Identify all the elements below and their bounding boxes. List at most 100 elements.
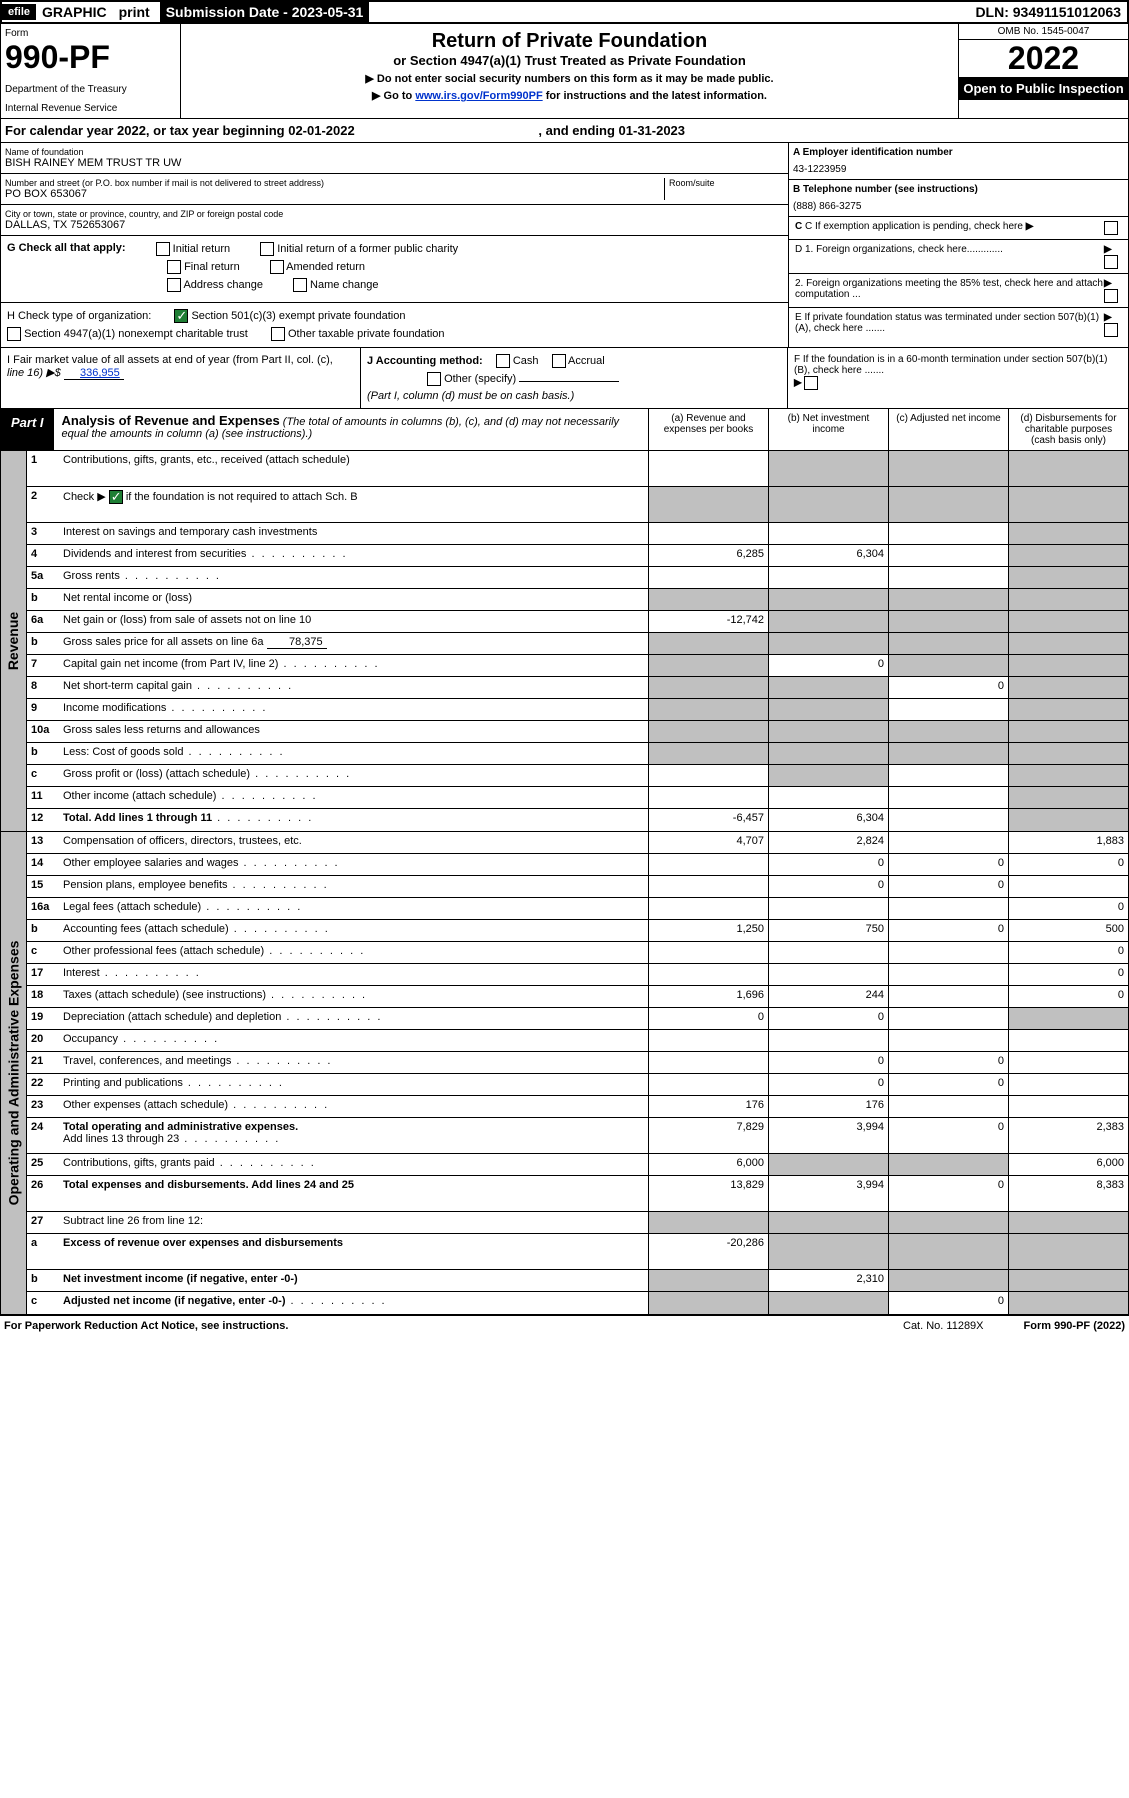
foundation-name: BISH RAINEY MEM TRUST TR UW bbox=[5, 157, 784, 169]
row-13: Compensation of officers, directors, tru… bbox=[59, 832, 648, 853]
i-cell: I Fair market value of all assets at end… bbox=[1, 348, 361, 408]
cb-other-tax[interactable] bbox=[271, 327, 285, 341]
row-16c: Other professional fees (attach schedule… bbox=[59, 942, 648, 963]
e-row: E If private foundation status was termi… bbox=[789, 308, 1128, 341]
print-button[interactable]: print bbox=[113, 2, 156, 22]
section-g: G Check all that apply: Initial return I… bbox=[1, 236, 788, 303]
ein-label: A Employer identification number bbox=[793, 147, 953, 158]
form-subtitle: or Section 4947(a)(1) Trust Treated as P… bbox=[187, 53, 952, 68]
open-inspection: Open to Public Inspection bbox=[959, 77, 1128, 100]
dln-label: DLN: 93491151012063 bbox=[969, 2, 1127, 22]
ein-cell: A Employer identification number 43-1223… bbox=[789, 143, 1128, 180]
r4-a: 6,285 bbox=[648, 545, 768, 566]
cb-initial-former[interactable] bbox=[260, 242, 274, 256]
cb-addr-change[interactable] bbox=[167, 278, 181, 292]
g-amended: Amended return bbox=[286, 261, 365, 273]
row-20: Occupancy bbox=[59, 1030, 648, 1051]
d2-text: 2. Foreign organizations meeting the 85%… bbox=[795, 278, 1104, 303]
phone-value: (888) 866-3275 bbox=[793, 201, 1124, 212]
cb-d1[interactable] bbox=[1104, 255, 1118, 269]
row-6a: Net gain or (loss) from sale of assets n… bbox=[59, 611, 648, 632]
e-text: E If private foundation status was termi… bbox=[795, 312, 1104, 337]
addr-label: Number and street (or P.O. box number if… bbox=[5, 178, 664, 188]
row-4: Dividends and interest from securities bbox=[59, 545, 648, 566]
info-left: Name of foundation BISH RAINEY MEM TRUST… bbox=[1, 143, 788, 347]
row-27: Subtract line 26 from line 12: bbox=[59, 1212, 648, 1233]
irs-link[interactable]: www.irs.gov/Form990PF bbox=[415, 90, 542, 102]
page-footer: For Paperwork Reduction Act Notice, see … bbox=[0, 1315, 1129, 1336]
cat-no: Cat. No. 11289X bbox=[288, 1320, 1023, 1332]
omb-number: OMB No. 1545-0047 bbox=[959, 24, 1128, 40]
phone-cell: B Telephone number (see instructions) (8… bbox=[789, 180, 1128, 217]
efile-label: efile bbox=[2, 4, 36, 20]
city-label: City or town, state or province, country… bbox=[5, 209, 784, 219]
revenue-side-label: Revenue bbox=[1, 451, 27, 831]
cb-cash[interactable] bbox=[496, 354, 510, 368]
row-12: Total. Add lines 1 through 11 bbox=[59, 809, 648, 831]
cal-end: , and ending 01-31-2023 bbox=[538, 123, 685, 138]
revenue-section: Revenue 1Contributions, gifts, grants, e… bbox=[0, 451, 1129, 832]
part1-title-cell: Analysis of Revenue and Expenses (The to… bbox=[54, 409, 648, 450]
cb-amended[interactable] bbox=[270, 260, 284, 274]
h-501c3: Section 501(c)(3) exempt private foundat… bbox=[191, 310, 405, 322]
row-3: Interest on savings and temporary cash i… bbox=[59, 523, 648, 544]
cb-501c3[interactable] bbox=[174, 309, 188, 323]
row-19: Depreciation (attach schedule) and deple… bbox=[59, 1008, 648, 1029]
section-h: H Check type of organization: Section 50… bbox=[1, 303, 788, 347]
header-left: Form 990-PF Department of the Treasury I… bbox=[1, 24, 181, 118]
cb-other-acct[interactable] bbox=[427, 372, 441, 386]
cb-accrual[interactable] bbox=[552, 354, 566, 368]
goto-post: for instructions and the latest informat… bbox=[543, 90, 767, 102]
cb-initial[interactable] bbox=[156, 242, 170, 256]
row-26: Total expenses and disbursements. Add li… bbox=[59, 1176, 648, 1211]
g-name-change: Name change bbox=[310, 279, 379, 291]
j-note: (Part I, column (d) must be on cash basi… bbox=[367, 390, 574, 402]
j-accrual: Accrual bbox=[568, 355, 605, 367]
row-1: Contributions, gifts, grants, etc., rece… bbox=[59, 451, 648, 486]
cb-e[interactable] bbox=[1104, 323, 1118, 337]
row-7: Capital gain net income (from Part IV, l… bbox=[59, 655, 648, 676]
i-line: line 16) ▶$ bbox=[7, 367, 61, 379]
row-21: Travel, conferences, and meetings bbox=[59, 1052, 648, 1073]
g-final: Final return bbox=[184, 261, 240, 273]
name-label: Name of foundation bbox=[5, 147, 784, 157]
form-number: 990-PF bbox=[5, 39, 176, 76]
info-block: Name of foundation BISH RAINEY MEM TRUST… bbox=[0, 143, 1129, 348]
cb-c[interactable] bbox=[1104, 221, 1118, 235]
row-23: Other expenses (attach schedule) bbox=[59, 1096, 648, 1117]
row-27a: Excess of revenue over expenses and disb… bbox=[59, 1234, 648, 1269]
cb-sch-b[interactable] bbox=[109, 490, 123, 504]
goto-note: ▶ Go to www.irs.gov/Form990PF for instru… bbox=[187, 89, 952, 102]
row-10a: Gross sales less returns and allowances bbox=[59, 721, 648, 742]
row-17: Interest bbox=[59, 964, 648, 985]
row-27c: Adjusted net income (if negative, enter … bbox=[59, 1292, 648, 1314]
cb-4947[interactable] bbox=[7, 327, 21, 341]
r8-c: 0 bbox=[888, 677, 1008, 698]
expenses-section: Operating and Administrative Expenses 13… bbox=[0, 832, 1129, 1315]
part1-label: Part I bbox=[1, 409, 54, 450]
i-value[interactable]: 336,955 bbox=[64, 367, 124, 380]
form-header: Form 990-PF Department of the Treasury I… bbox=[0, 24, 1129, 119]
cb-f[interactable] bbox=[804, 376, 818, 390]
g-addr-change: Address change bbox=[183, 279, 263, 291]
row-10c: Gross profit or (loss) (attach schedule) bbox=[59, 765, 648, 786]
row-22: Printing and publications bbox=[59, 1074, 648, 1095]
cb-name-change[interactable] bbox=[293, 278, 307, 292]
row-16b: Accounting fees (attach schedule) bbox=[59, 920, 648, 941]
dept-treasury: Department of the Treasury bbox=[5, 84, 176, 95]
row-14: Other employee salaries and wages bbox=[59, 854, 648, 875]
col-d-header: (d) Disbursements for charitable purpose… bbox=[1008, 409, 1128, 450]
c-row: C C If exemption application is pending,… bbox=[789, 217, 1128, 240]
phone-label: B Telephone number (see instructions) bbox=[793, 184, 978, 195]
part1-header: Part I Analysis of Revenue and Expenses … bbox=[0, 409, 1129, 451]
col-b-header: (b) Net investment income bbox=[768, 409, 888, 450]
row-2: Check ▶ if the foundation is not require… bbox=[59, 487, 648, 522]
cb-d2[interactable] bbox=[1104, 289, 1118, 303]
r6a-a: -12,742 bbox=[648, 611, 768, 632]
row-5a: Gross rents bbox=[59, 567, 648, 588]
f-cell: F If the foundation is in a 60-month ter… bbox=[788, 348, 1128, 408]
col-a-header: (a) Revenue and expenses per books bbox=[648, 409, 768, 450]
c-text: C If exemption application is pending, c… bbox=[805, 221, 1023, 232]
r7-b: 0 bbox=[768, 655, 888, 676]
cb-final[interactable] bbox=[167, 260, 181, 274]
